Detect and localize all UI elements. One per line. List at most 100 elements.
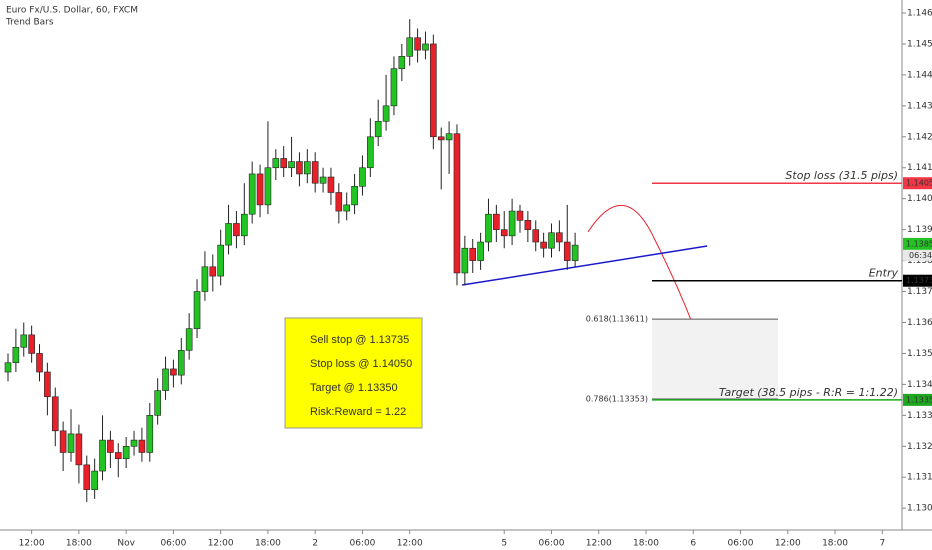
candle-body bbox=[327, 176, 335, 193]
candle-body bbox=[193, 291, 201, 329]
candle-body bbox=[272, 158, 280, 169]
x-tick-label: 18:00 bbox=[66, 539, 92, 549]
candle-body bbox=[75, 433, 83, 466]
candle-body bbox=[67, 433, 75, 453]
candle-body bbox=[280, 158, 287, 169]
y-tick-label: 1.14100 bbox=[907, 163, 932, 173]
chart-title: Euro Fx/U.S. Dollar, 60, FXCM bbox=[6, 6, 138, 16]
x-tick-label: 06:00 bbox=[160, 539, 186, 549]
candle-body bbox=[12, 346, 20, 364]
trend-line bbox=[461, 245, 708, 286]
candle-body bbox=[225, 223, 232, 246]
candle-body bbox=[185, 328, 193, 351]
candle-body bbox=[563, 241, 571, 261]
candle-body bbox=[20, 334, 28, 348]
candle-body bbox=[99, 439, 106, 472]
candle-body bbox=[217, 244, 224, 277]
current-price-label: 1.13854 bbox=[906, 239, 932, 248]
countdown-label: 06:34 bbox=[909, 251, 932, 260]
candle-body bbox=[406, 37, 414, 57]
fib-label: 0.618(1.13611) bbox=[586, 315, 648, 324]
candle-body bbox=[437, 136, 445, 141]
y-tick-label: 1.14000 bbox=[907, 194, 932, 204]
candle-body bbox=[398, 56, 406, 70]
candle-body bbox=[445, 133, 453, 141]
candle-body bbox=[516, 210, 524, 221]
note-line: Sell stop @ 1.13735 bbox=[310, 334, 409, 346]
candle-body bbox=[485, 213, 492, 243]
candle-body bbox=[83, 464, 91, 490]
candle-body bbox=[264, 167, 272, 206]
candle-body bbox=[162, 368, 169, 391]
candle-body bbox=[359, 167, 366, 187]
note-box bbox=[284, 317, 423, 429]
note-line: Target @ 1.13350 bbox=[310, 382, 398, 394]
candle-body bbox=[500, 229, 508, 237]
candle-body bbox=[4, 362, 12, 373]
x-tick-label: 6 bbox=[690, 539, 696, 549]
x-tick-label: 18:00 bbox=[633, 539, 659, 549]
fib-label: 0.786(1.13353) bbox=[586, 394, 648, 403]
candle-body bbox=[469, 247, 477, 261]
current-price-tag bbox=[903, 237, 932, 250]
candle-body bbox=[508, 210, 516, 237]
candle-body bbox=[556, 232, 563, 243]
indicator-name: Trend Bars bbox=[5, 18, 54, 28]
x-tick-label: 18:00 bbox=[255, 539, 281, 549]
y-tick-label: 1.13600 bbox=[907, 318, 932, 328]
x-tick-label: 12:00 bbox=[775, 539, 801, 549]
note-line: Risk:Reward = 1.22 bbox=[310, 406, 406, 418]
candle-body bbox=[107, 439, 114, 453]
candle-body bbox=[296, 161, 303, 175]
candle-body bbox=[414, 37, 421, 51]
x-tick-label: Nov bbox=[117, 539, 135, 549]
candle-body bbox=[453, 133, 461, 274]
y-tick-label: 1.14500 bbox=[907, 39, 932, 49]
candle-body bbox=[335, 192, 343, 212]
candle-body bbox=[91, 470, 98, 490]
y-tick-label: 1.13800 bbox=[907, 256, 932, 266]
candle-body bbox=[201, 266, 209, 292]
candle-body bbox=[319, 176, 327, 184]
candle-body bbox=[367, 136, 374, 169]
y-tick-label: 1.14600 bbox=[907, 8, 932, 18]
candle-body bbox=[36, 353, 43, 373]
price-tag bbox=[903, 393, 932, 406]
candle-body bbox=[524, 220, 532, 230]
candle-body bbox=[138, 439, 146, 453]
y-tick-label: 1.13400 bbox=[907, 380, 932, 390]
y-tick-label: 1.13000 bbox=[907, 504, 932, 514]
candle-body bbox=[461, 247, 469, 274]
x-tick-label: 12:00 bbox=[397, 539, 423, 549]
countdown-tag bbox=[903, 249, 932, 261]
candle-body bbox=[44, 371, 51, 398]
candle-body bbox=[288, 161, 295, 169]
candle-body bbox=[422, 43, 429, 51]
candle-body bbox=[59, 430, 67, 453]
y-tick-label: 1.13200 bbox=[907, 442, 932, 452]
candle-body bbox=[532, 229, 540, 243]
x-tick-label: 18:00 bbox=[822, 539, 848, 549]
candle-body bbox=[382, 105, 390, 122]
y-tick-label: 1.13900 bbox=[907, 225, 932, 235]
level-label: Entry bbox=[869, 267, 899, 280]
candle-body bbox=[390, 68, 398, 107]
candle-body bbox=[114, 452, 122, 459]
price-tag bbox=[903, 177, 932, 190]
candle-body bbox=[493, 213, 500, 230]
x-tick-label: 2 bbox=[312, 539, 318, 549]
candle-body bbox=[28, 334, 35, 354]
price-tag bbox=[903, 274, 932, 287]
fib-zone bbox=[652, 319, 778, 399]
candle-body bbox=[311, 161, 319, 184]
candle-body bbox=[241, 213, 248, 237]
x-tick-label: 5 bbox=[501, 539, 507, 549]
candle-body bbox=[374, 121, 382, 138]
candle-body bbox=[51, 396, 59, 432]
candle-body bbox=[170, 368, 177, 376]
candle-body bbox=[571, 244, 579, 261]
candle-body bbox=[177, 350, 185, 376]
note-line: Stop loss @ 1.14050 bbox=[310, 358, 412, 370]
candle-body bbox=[209, 266, 217, 277]
candle-body bbox=[430, 43, 437, 138]
